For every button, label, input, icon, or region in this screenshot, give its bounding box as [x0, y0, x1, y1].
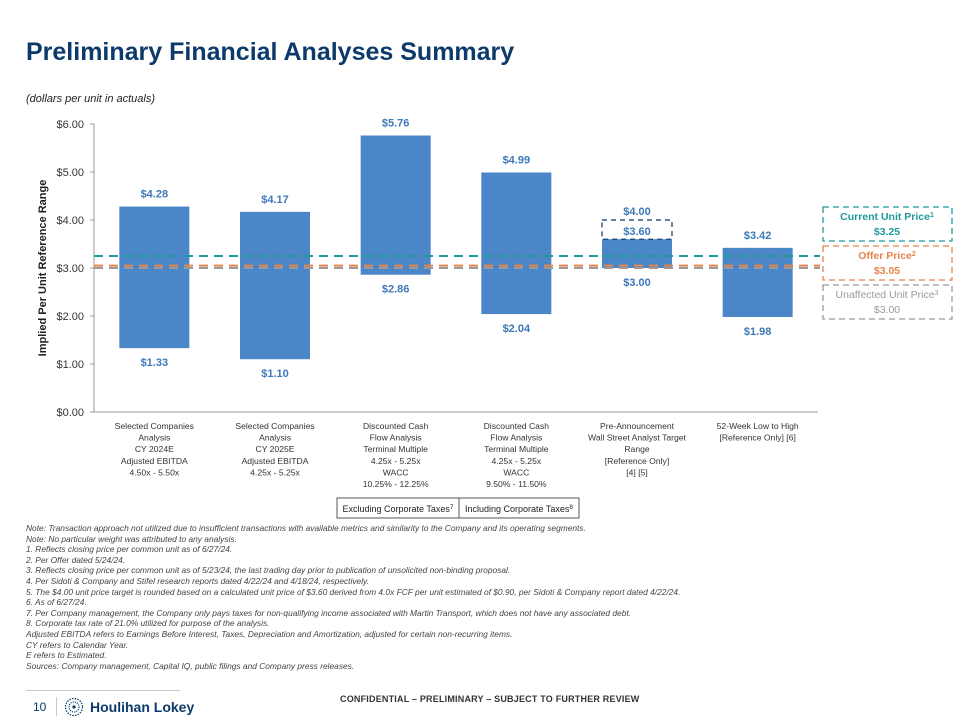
bar-high-label: $4.99: [503, 154, 531, 166]
y-tick-label: $3.00: [56, 263, 84, 275]
category-label-line: Discounted Cash: [363, 421, 429, 431]
bar-high-label: $4.28: [141, 189, 169, 201]
category-label-line: 4.25x - 5.25x: [371, 456, 421, 466]
group-label: Excluding Corporate Taxes7: [342, 504, 453, 515]
y-tick-label: $6.00: [56, 119, 84, 131]
bar-high-label: $3.42: [744, 230, 772, 242]
footnote-line: 3. Reflects closing price per common uni…: [26, 565, 511, 576]
footnote-line: 1. Reflects closing price per common uni…: [26, 544, 233, 555]
footnotes: Note: Transaction approach not utilized …: [26, 523, 926, 671]
target-label: $4.00: [623, 206, 651, 218]
category-label-line: 4.25x - 5.25x: [491, 456, 541, 466]
group-box: [458, 497, 580, 519]
category-label-line: 10.25% - 12.25%: [363, 479, 429, 489]
legend-label: Unaffected Unit Price3: [836, 289, 939, 301]
category-label-line: Analysis: [259, 433, 291, 443]
page-number: 10: [33, 700, 47, 714]
footnote-line: 4. Per Sidoti & Company and Stifel resea…: [26, 575, 369, 586]
legend-value: $3.25: [874, 226, 900, 238]
bar-low-label: $1.10: [261, 368, 289, 380]
category-label-line: Selected Companies: [115, 421, 194, 431]
bar-low-label: $2.86: [382, 284, 410, 296]
range-bar: [602, 239, 672, 268]
legend-box: [822, 206, 953, 242]
range-bar: [722, 247, 793, 317]
legend-box: [822, 245, 953, 281]
y-tick-label: $1.00: [56, 359, 84, 371]
y-axis-label: Implied Per Unit Reference Range: [37, 180, 49, 357]
category-label-line: Terminal Multiple: [363, 444, 428, 454]
category-label-line: Adjusted EBITDA: [242, 456, 309, 466]
range-bar: [360, 135, 431, 275]
category-label-line: Terminal Multiple: [484, 444, 549, 454]
footnote-line: Note: Transaction approach not utilized …: [26, 523, 586, 533]
bar-high-label: $4.17: [261, 194, 289, 206]
category-label-line: Adjusted EBITDA: [121, 456, 188, 466]
y-tick-label: $0.00: [56, 407, 84, 419]
y-tick-label: $2.00: [56, 311, 84, 323]
y-tick-label: $4.00: [56, 215, 84, 227]
footnote-line: 7. Per Company management, the Company o…: [26, 607, 632, 618]
range-bar: [481, 172, 552, 315]
legend-label: Offer Price2: [858, 250, 916, 262]
category-label-line: Flow Analysis: [370, 433, 422, 443]
group-label: Including Corporate Taxes8: [465, 504, 573, 515]
range-chart: $0.00 $1.00 $2.00 $3.00 $4.00 $5.00 $6.00 Impli…: [37, 118, 953, 519]
bar-low-label: $1.33: [141, 357, 169, 369]
footer-separator: [56, 697, 57, 716]
category-label-line: Discounted Cash: [484, 421, 550, 431]
brand-logo: Houlihan Lokey: [64, 697, 194, 717]
footnote-line: Note: No particular weight was attribute…: [26, 533, 237, 544]
page-title: Preliminary Financial Analyses Summary: [26, 38, 515, 66]
bar-low-label: $1.98: [744, 326, 772, 338]
category-label-line: [4] [5]: [626, 467, 648, 477]
category-label-line: Range: [624, 444, 650, 454]
bar-high-label: $5.76: [382, 118, 410, 130]
bar-low-label: $2.04: [503, 323, 531, 335]
globe-icon: [64, 697, 84, 717]
legend-value: $3.05: [874, 265, 900, 277]
page-subtitle: (dollars per unit in actuals): [26, 93, 156, 105]
category-label-line: Pre-Announcement: [600, 421, 675, 431]
footnote-line: 8. Corporate tax rate of 21.0% utilized …: [26, 618, 270, 629]
bar-low-label: $3.00: [623, 277, 651, 289]
confidential-notice: CONFIDENTIAL – PRELIMINARY – SUBJECT TO …: [340, 694, 640, 704]
category-label-line: WACC: [383, 467, 409, 477]
category-label-line: Flow Analysis: [490, 433, 542, 443]
legend-box: [822, 284, 953, 320]
footer-divider: [26, 690, 180, 691]
range-bar: [240, 211, 310, 360]
footnote-line: Sources: Company management, Capital IQ,…: [26, 660, 355, 671]
category-label-line: CY 2025E: [255, 444, 294, 454]
footnote-line: CY refers to Calendar Year.: [26, 639, 129, 650]
category-label-line: 4.50x - 5.50x: [129, 467, 179, 477]
footnote-line: Adjusted EBITDA refers to Earnings Befor…: [26, 628, 513, 639]
footnote-line: 2. Per Offer dated 5/24/24.: [26, 554, 126, 565]
category-label-line: [Reference Only]: [605, 456, 669, 466]
category-label-line: Wall Street Analyst Target: [588, 433, 687, 443]
footnote-line: E refers to Estimated.: [26, 650, 107, 661]
category-label-line: 4.25x - 5.25x: [250, 467, 300, 477]
category-label-line: WACC: [503, 467, 529, 477]
category-label-line: Selected Companies: [235, 421, 314, 431]
category-label-line: 9.50% - 11.50%: [486, 479, 547, 489]
brand-name: Houlihan Lokey: [90, 699, 195, 715]
category-label-line: Analysis: [138, 433, 170, 443]
category-label-line: 52-Week Low to High: [717, 421, 799, 431]
footnote-line: 5. The $4.00 unit price target is rounde…: [26, 586, 681, 597]
category-label-line: CY 2024E: [135, 444, 174, 454]
legend-value: $3.00: [874, 304, 900, 316]
category-label-line: [Reference Only] [6]: [719, 433, 795, 443]
bar-high-label: $3.60: [623, 226, 651, 238]
y-tick-label: $5.00: [56, 167, 84, 179]
range-bar: [119, 206, 190, 349]
footnote-line: 6. As of 6/27/24.: [26, 597, 87, 608]
legend-label: Current Unit Price1: [840, 211, 934, 223]
